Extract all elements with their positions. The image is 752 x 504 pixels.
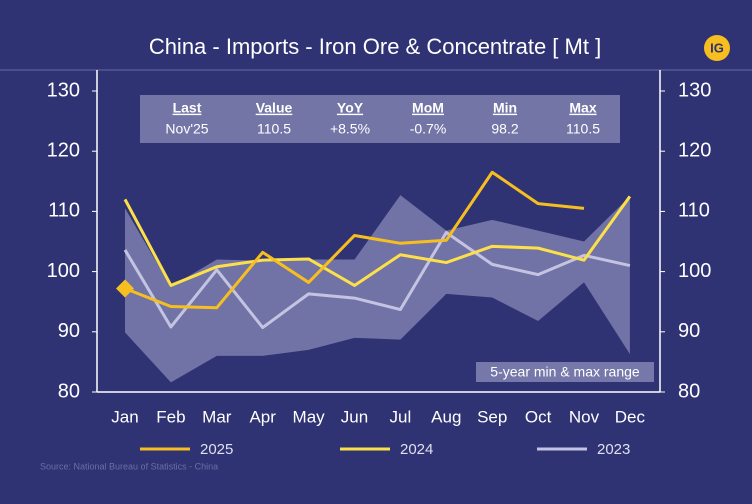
summary-value: 110.5 <box>566 121 600 137</box>
summary-box <box>140 95 620 143</box>
summary-header: Last <box>173 100 202 116</box>
y2-tick-label: 120 <box>678 139 711 161</box>
y2-tick-label: 110 <box>678 200 710 222</box>
y-tick-label: 130 <box>47 79 80 101</box>
summary-value: 110.5 <box>257 121 291 137</box>
legend-label: 2023 <box>597 441 630 458</box>
chart-title: China - Imports - Iron Ore & Concentrate… <box>149 34 601 59</box>
y2-tick-label: 80 <box>678 380 700 402</box>
summary-header: YoY <box>337 100 364 116</box>
series-marker <box>116 279 134 298</box>
y2-tick-label: 130 <box>678 79 711 101</box>
x-tick-label: Dec <box>615 407 646 426</box>
y2-tick-label: 90 <box>678 320 700 342</box>
y-tick-label: 110 <box>48 200 80 222</box>
legend-label: 2025 <box>200 441 233 458</box>
x-tick-label: Jan <box>111 407 138 426</box>
y2-tick-label: 100 <box>678 260 711 282</box>
y-tick-label: 80 <box>58 380 80 402</box>
summary-value: 98.2 <box>491 121 518 137</box>
x-tick-label: Nov <box>569 407 600 426</box>
x-tick-label: Sep <box>477 407 507 426</box>
summary-header: Min <box>493 100 517 116</box>
y-tick-label: 120 <box>47 139 80 161</box>
summary-header: Value <box>256 100 293 116</box>
range-label: 5-year min & max range <box>490 364 640 380</box>
legend-label: 2024 <box>400 441 433 458</box>
summary-header: Max <box>569 100 596 116</box>
summary-value: -0.7% <box>410 121 447 137</box>
summary-header: MoM <box>412 100 444 116</box>
x-tick-label: Apr <box>249 407 276 426</box>
range-band <box>125 195 630 383</box>
y-tick-label: 90 <box>58 320 80 342</box>
x-tick-label: Feb <box>156 407 185 426</box>
x-tick-label: Aug <box>431 407 461 426</box>
source: Source: National Bureau of Statistics - … <box>40 461 218 471</box>
x-tick-label: Jul <box>390 407 412 426</box>
summary-value: +8.5% <box>330 121 370 137</box>
range-label-box <box>476 362 654 382</box>
series-line <box>123 195 632 287</box>
x-tick-label: Mar <box>202 407 232 426</box>
series-line <box>124 170 585 310</box>
x-tick-label: Jun <box>341 407 368 426</box>
x-tick-label: May <box>293 407 326 426</box>
logo-circle <box>704 35 730 61</box>
x-tick-label: Oct <box>525 407 552 426</box>
series-line <box>123 230 631 330</box>
logo: IG <box>710 40 724 55</box>
summary-value: Nov'25 <box>165 121 208 137</box>
y-tick-label: 100 <box>47 260 80 282</box>
